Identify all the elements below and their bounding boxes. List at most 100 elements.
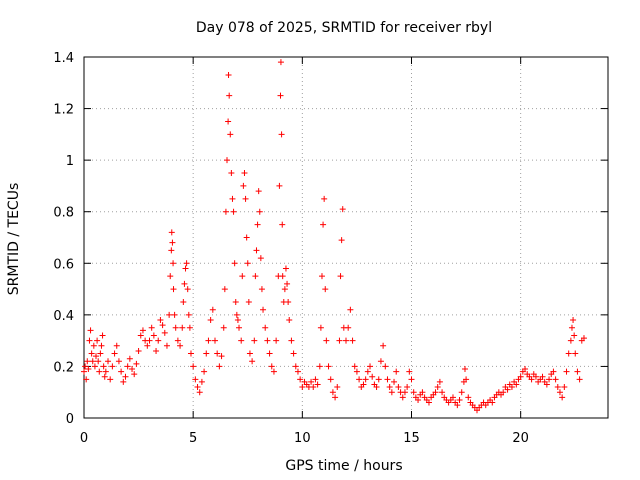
data-point <box>312 376 319 383</box>
data-point <box>436 378 443 385</box>
data-point <box>570 317 577 324</box>
data-point <box>572 350 579 357</box>
data-point <box>260 306 267 313</box>
data-point <box>113 342 120 349</box>
data-point <box>277 59 284 66</box>
data-point <box>386 384 393 391</box>
data-point <box>576 376 583 383</box>
data-point <box>185 311 192 318</box>
data-point <box>380 342 387 349</box>
data-point <box>203 350 210 357</box>
data-point <box>201 368 208 375</box>
data-point <box>209 306 216 313</box>
data-point <box>266 350 273 357</box>
data-point <box>256 208 263 215</box>
data-point <box>356 376 363 383</box>
data-point <box>157 317 164 324</box>
data-point <box>567 337 574 344</box>
data-point <box>245 298 252 305</box>
data-point <box>339 206 346 213</box>
data-point <box>410 389 417 396</box>
data-point <box>150 332 157 339</box>
data-point <box>224 157 231 164</box>
data-point <box>353 368 360 375</box>
data-point <box>571 332 578 339</box>
data-point <box>243 234 250 241</box>
data-point <box>393 368 400 375</box>
data-point <box>88 350 95 357</box>
x-axis-label: GPS time / hours <box>285 458 402 474</box>
data-point <box>105 358 112 365</box>
data-point <box>456 396 463 403</box>
data-point <box>228 170 235 177</box>
data-point <box>163 342 170 349</box>
tick-marks <box>83 56 608 419</box>
data-point <box>148 324 155 331</box>
data-point <box>89 358 96 365</box>
data-points <box>81 59 587 414</box>
plot-frame <box>83 56 609 419</box>
data-point <box>439 389 446 396</box>
data-point <box>458 389 465 396</box>
y-tick-label: 1.2 <box>53 103 74 118</box>
data-point <box>310 384 317 391</box>
data-point <box>184 286 191 293</box>
data-point <box>388 389 395 396</box>
data-point <box>98 342 105 349</box>
x-tick-label: 10 <box>294 431 311 446</box>
data-point <box>258 286 265 293</box>
data-point <box>401 389 408 396</box>
data-point <box>220 324 227 331</box>
data-point <box>230 208 237 215</box>
data-point <box>196 389 203 396</box>
data-point <box>234 317 241 324</box>
data-point <box>404 384 411 391</box>
data-point <box>286 317 293 324</box>
data-point <box>94 337 101 344</box>
data-point <box>463 376 470 383</box>
y-tick-label: 0 <box>66 412 74 427</box>
data-point <box>559 394 566 401</box>
data-point <box>276 182 283 189</box>
data-point <box>118 368 125 375</box>
data-point <box>100 363 107 370</box>
data-point <box>227 131 234 138</box>
data-point <box>338 237 345 244</box>
data-point <box>95 358 102 365</box>
data-point <box>109 363 116 370</box>
data-point <box>252 273 259 280</box>
data-point <box>281 286 288 293</box>
data-point <box>222 208 229 215</box>
data-point <box>532 373 539 380</box>
data-point <box>170 260 177 267</box>
data-point <box>279 221 286 228</box>
data-point <box>168 229 175 236</box>
x-tick-label: 15 <box>403 431 420 446</box>
data-point <box>240 182 247 189</box>
data-point <box>242 195 249 202</box>
x-tick-label: 5 <box>189 431 197 446</box>
data-point <box>367 363 374 370</box>
data-point <box>277 92 284 99</box>
data-point <box>153 347 160 354</box>
data-point <box>360 381 367 388</box>
data-point <box>408 376 415 383</box>
data-point <box>543 381 550 388</box>
data-point <box>568 324 575 331</box>
data-point <box>194 384 201 391</box>
data-point <box>264 337 271 344</box>
data-point <box>278 131 285 138</box>
data-point <box>270 368 277 375</box>
data-point <box>285 298 292 305</box>
data-point <box>146 337 153 344</box>
data-point <box>449 394 456 401</box>
data-point <box>290 350 297 357</box>
data-point <box>255 188 262 195</box>
data-point <box>320 221 327 228</box>
data-point <box>419 389 426 396</box>
data-point <box>111 350 118 357</box>
data-point <box>297 376 304 383</box>
data-point <box>454 402 461 409</box>
data-point <box>86 337 93 344</box>
